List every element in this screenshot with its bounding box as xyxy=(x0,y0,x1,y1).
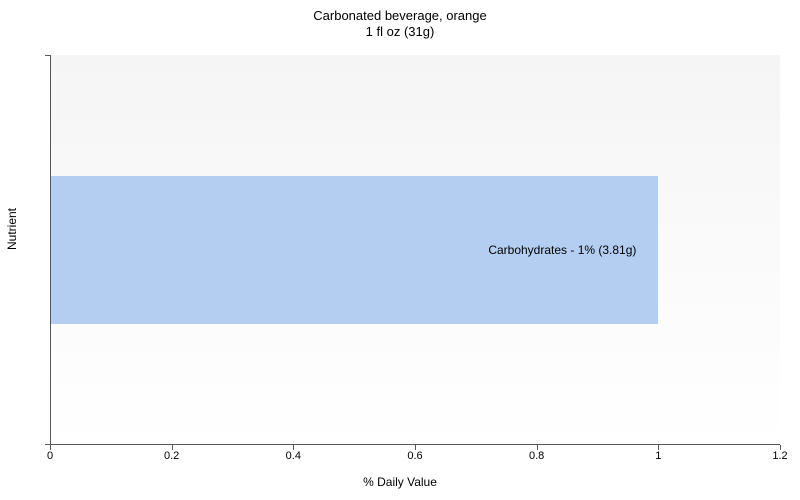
bar-label: Carbohydrates - 1% (3.81g) xyxy=(488,243,636,257)
x-tick-label: 1 xyxy=(655,450,661,462)
y-axis-label: Nutrient xyxy=(5,208,19,250)
x-tick-label: 0.8 xyxy=(529,450,544,462)
x-tick-label: 0.2 xyxy=(164,450,179,462)
x-tick-label: 0.4 xyxy=(286,450,301,462)
nutrient-chart: Carbonated beverage, orange 1 fl oz (31g… xyxy=(0,0,800,500)
x-tick-label: 0 xyxy=(47,450,53,462)
y-tick-mark xyxy=(45,55,50,56)
chart-title-line1: Carbonated beverage, orange xyxy=(0,8,800,23)
chart-title-line2: 1 fl oz (31g) xyxy=(0,24,800,39)
x-axis-label: % Daily Value xyxy=(0,475,800,489)
x-tick-label: 1.2 xyxy=(772,450,787,462)
x-tick-label: 0.6 xyxy=(407,450,422,462)
